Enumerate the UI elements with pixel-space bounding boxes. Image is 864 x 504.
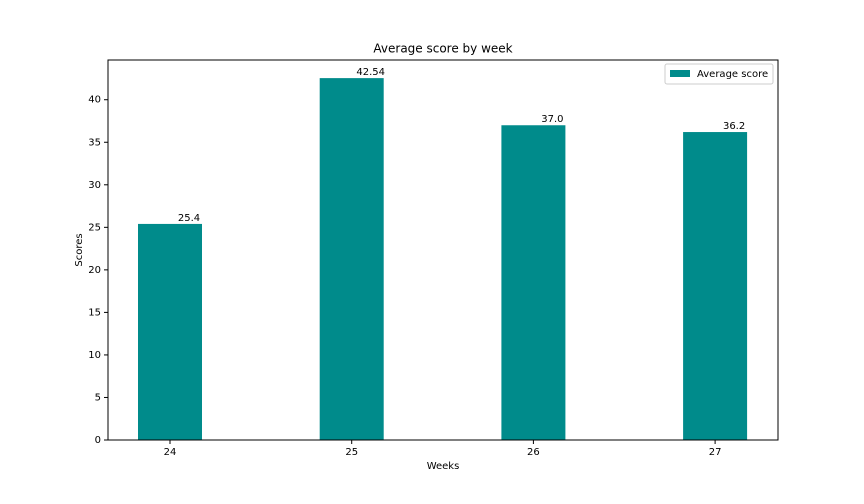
value-label: 25.4 — [178, 213, 200, 224]
bar — [138, 223, 202, 440]
y-tick-label: 25 — [88, 222, 101, 233]
legend-label: Average score — [697, 69, 768, 80]
legend-box — [664, 63, 774, 85]
bar — [683, 132, 748, 440]
bar — [501, 125, 566, 440]
y-tick-label: 15 — [88, 307, 101, 318]
legend-swatch — [670, 70, 690, 77]
y-tick-label: 20 — [88, 265, 101, 276]
plot-frame — [107, 59, 779, 441]
y-tick-label: 30 — [88, 180, 101, 191]
bar — [319, 78, 384, 441]
x-tick-label: 27 — [709, 447, 722, 458]
y-tick-label: 40 — [88, 95, 101, 106]
y-tick-label: 35 — [88, 137, 101, 148]
y-tick-label: 5 — [95, 392, 101, 403]
value-label: 42.54 — [356, 67, 385, 78]
chart-title: Average score by week — [373, 42, 512, 56]
y-tick-label: 10 — [88, 350, 101, 361]
y-tick-label: 0 — [95, 435, 101, 446]
x-tick-label: 25 — [345, 447, 358, 458]
value-label: 37.0 — [541, 114, 563, 125]
value-label: 36.2 — [723, 121, 745, 132]
y-axis-label: Scores — [74, 233, 85, 266]
x-tick-label: 24 — [164, 447, 177, 458]
x-tick-label: 26 — [527, 447, 540, 458]
x-axis-label: Weeks — [427, 461, 460, 472]
